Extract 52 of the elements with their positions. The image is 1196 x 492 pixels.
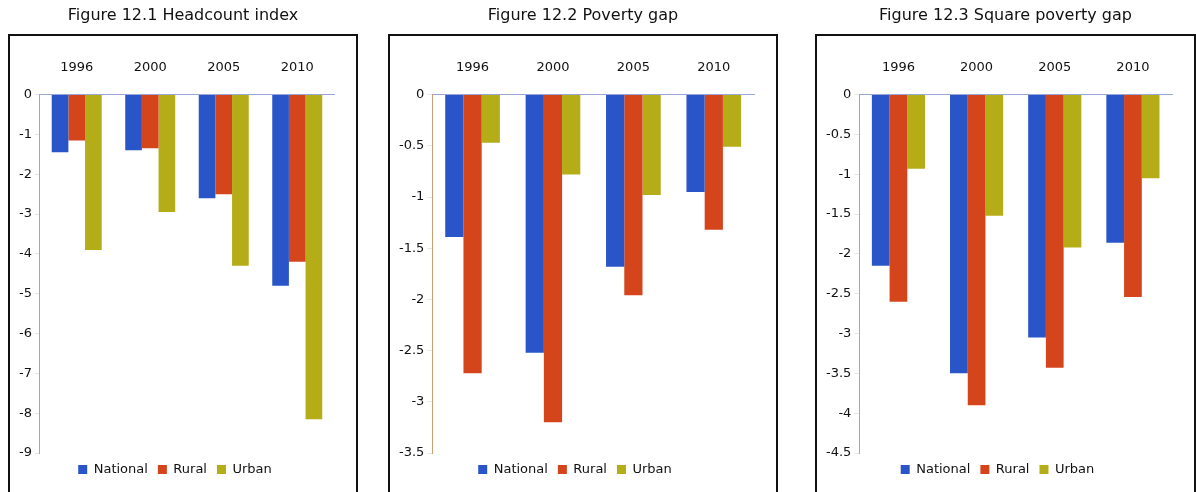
y-tick-label: -1.5 bbox=[398, 239, 425, 255]
x-tick-label: 1996 bbox=[881, 59, 915, 75]
y-tick-label: -9 bbox=[18, 444, 32, 460]
y-tick-label: -0.5 bbox=[825, 125, 852, 141]
y-tick-label: -2.5 bbox=[398, 341, 425, 357]
y-tick-label: -2 bbox=[838, 245, 852, 261]
x-tick-label: 2000 bbox=[133, 59, 167, 75]
y-tick-label: -3 bbox=[411, 393, 425, 409]
legend-label: Urban bbox=[632, 460, 672, 476]
x-tick-label: 2010 bbox=[697, 59, 731, 75]
x-tick-label: 2005 bbox=[616, 59, 650, 75]
y-tick-label: -7 bbox=[18, 364, 32, 380]
y-tick-label: 0 bbox=[23, 85, 32, 101]
chart-title: Figure 12.2 Poverty gap bbox=[486, 4, 680, 26]
x-tick-label: 1996 bbox=[456, 59, 490, 75]
x-tick-label: 1996 bbox=[60, 59, 94, 75]
legend-label: Urban bbox=[232, 460, 272, 476]
x-tick-label: 2000 bbox=[960, 59, 994, 75]
legend-label: National bbox=[493, 460, 548, 476]
legend-label: Rural bbox=[995, 460, 1030, 476]
y-tick-label: -1.5 bbox=[825, 205, 852, 221]
y-tick-label: -2.5 bbox=[825, 285, 852, 301]
chart-title: Figure 12.3 Square poverty gap bbox=[878, 4, 1133, 26]
x-tick-label: 2005 bbox=[1038, 59, 1072, 75]
y-tick-label: -4.5 bbox=[825, 444, 852, 460]
legend-label: Urban bbox=[1054, 460, 1095, 476]
x-tick-label: 2010 bbox=[280, 59, 314, 75]
y-tick-label: 0 bbox=[416, 85, 425, 101]
y-tick-label: -4 bbox=[18, 245, 32, 261]
y-tick-label: -8 bbox=[18, 404, 32, 420]
y-tick-label: -3 bbox=[18, 205, 32, 221]
y-tick-label: 0 bbox=[843, 85, 852, 101]
y-tick-label: -0.5 bbox=[398, 137, 425, 153]
x-tick-label: 2010 bbox=[1116, 59, 1150, 75]
y-tick-label: -5 bbox=[18, 285, 32, 301]
y-tick-label: -3.5 bbox=[825, 364, 852, 380]
y-tick-label: -3 bbox=[838, 324, 852, 340]
x-tick-label: 2005 bbox=[207, 59, 241, 75]
y-tick-label: -2 bbox=[18, 165, 32, 181]
y-tick-label: -1 bbox=[838, 165, 852, 181]
y-tick-label: -1 bbox=[411, 188, 425, 204]
legend-label: National bbox=[93, 460, 148, 476]
x-tick-label: 2000 bbox=[536, 59, 570, 75]
legend-label: National bbox=[916, 460, 971, 476]
y-tick-label: -2 bbox=[411, 290, 425, 306]
y-tick-label: -1 bbox=[18, 125, 32, 141]
legend-label: Rural bbox=[173, 460, 207, 476]
chart-title: Figure 12.1 Headcount index bbox=[66, 4, 300, 26]
y-tick-label: -4 bbox=[838, 404, 852, 420]
y-tick-label: -3.5 bbox=[398, 444, 425, 460]
legend-label: Rural bbox=[573, 460, 607, 476]
y-tick-label: -6 bbox=[18, 324, 32, 340]
